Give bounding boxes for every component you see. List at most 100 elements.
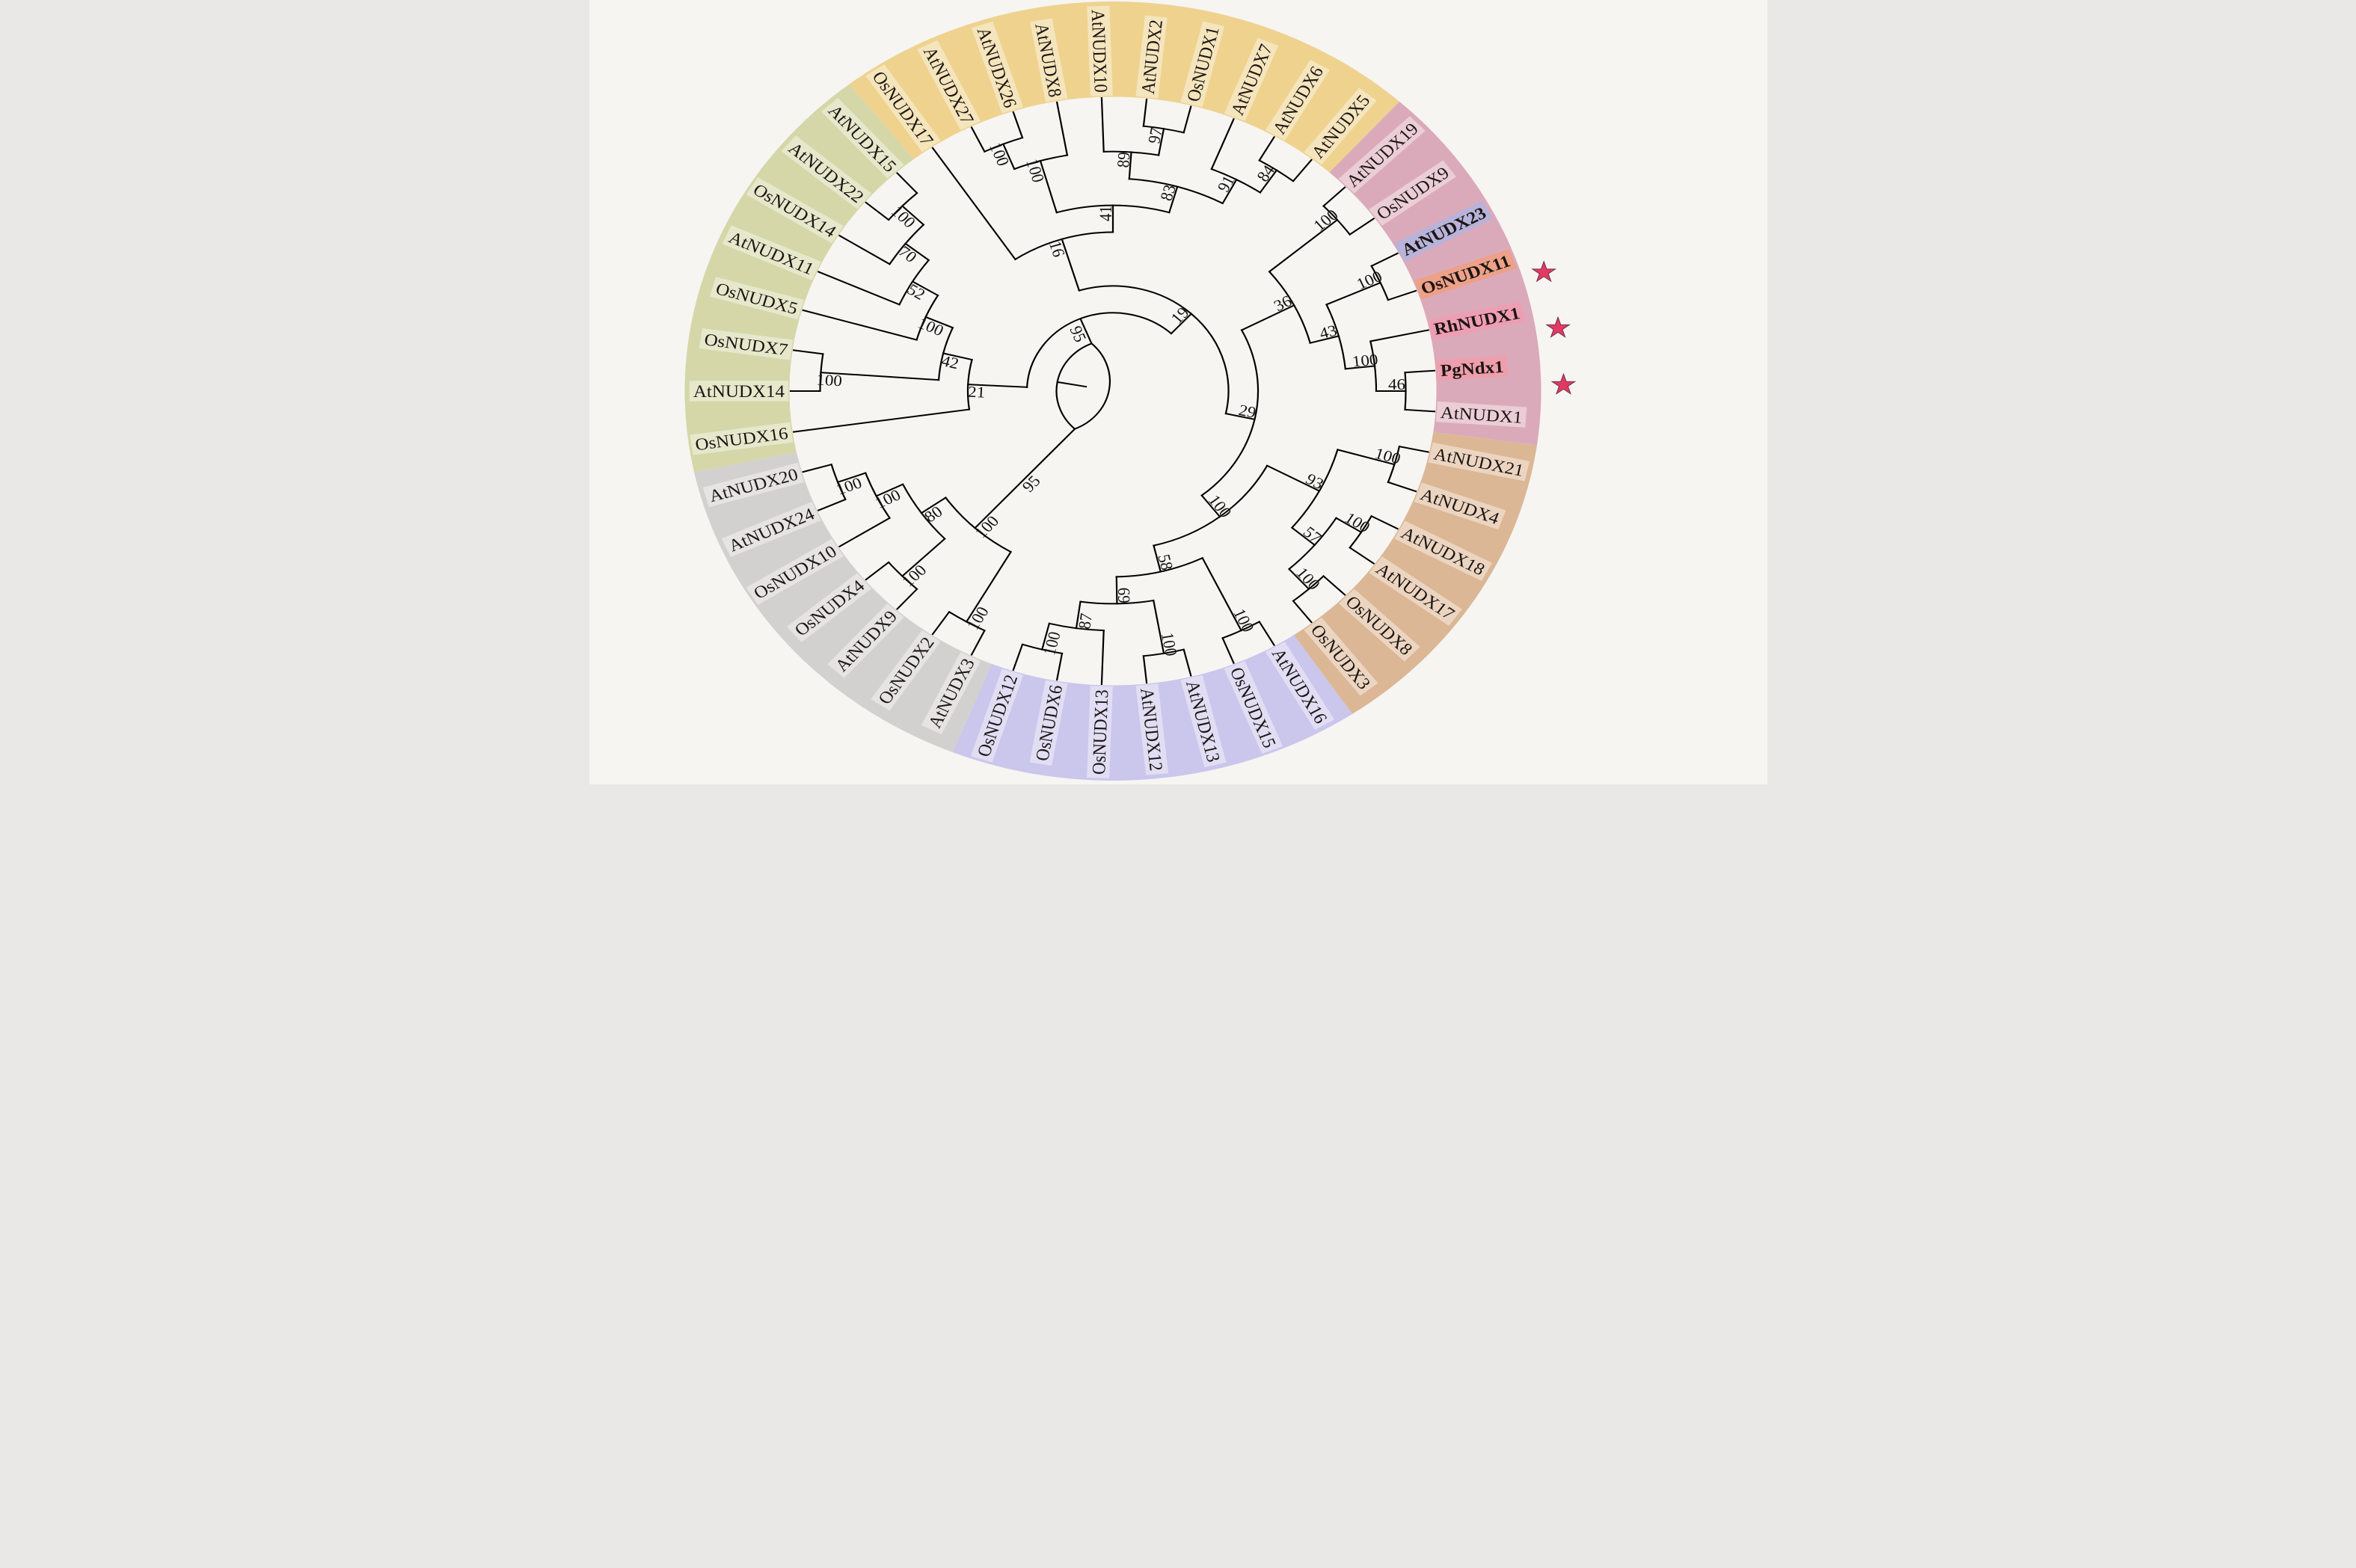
support-value: 89 — [1113, 151, 1134, 168]
star-marker-OsNUDX11: ★ — [1530, 256, 1557, 288]
phylogenetic-tree-figure: OsNUDX16AtNUDX14OsNUDX7OsNUDX5AtNUDX11Os… — [589, 0, 1767, 784]
leaf-label-chip — [1427, 301, 1525, 340]
leaf-label-group: AtNUDX10 — [1086, 5, 1113, 96]
branch-internal — [1221, 178, 1238, 205]
leaf-label-chip — [702, 462, 804, 508]
support-value: 87 — [1074, 612, 1096, 630]
branch-leaf-OsNUDX10 — [838, 517, 891, 548]
leaf-label-chip — [1414, 249, 1517, 300]
node-arc — [944, 496, 1012, 553]
node-arc — [1013, 154, 1068, 170]
leaf-label-chip — [820, 97, 904, 179]
leaf-label-chip — [1338, 588, 1420, 662]
branch-leaf-AtNUDX10 — [1100, 96, 1105, 153]
branch-internal — [973, 428, 1076, 529]
leaf-label-chip — [1179, 21, 1224, 108]
node-arc — [1290, 449, 1339, 529]
leaf-label-chip — [1265, 59, 1330, 141]
branch-leaf-AtNUDX2 — [1142, 98, 1147, 127]
node-arc — [898, 259, 930, 306]
leaf-label-chip — [826, 603, 904, 678]
leaf-label-chip — [1435, 355, 1508, 381]
branch-leaf-OsNUDX12 — [1011, 643, 1023, 671]
branch-leaf-OsNUDX8 — [1322, 575, 1346, 596]
support-value: 69 — [1114, 588, 1134, 603]
leaf-label-group: OsNUDX13 — [1086, 686, 1113, 778]
leaf-label-chip — [1224, 37, 1278, 121]
branch-internal — [1152, 544, 1162, 573]
branch-internal — [1258, 169, 1277, 194]
branch-internal — [1039, 159, 1058, 214]
support-value: 21 — [967, 383, 985, 402]
node-arc — [1055, 204, 1171, 214]
branch-internal — [1290, 526, 1316, 547]
leaf-label-PgNdx1: PgNdx1 — [1440, 358, 1504, 381]
support-group: 97 — [1144, 126, 1166, 145]
branch-internal — [904, 242, 930, 262]
leaf-label-chip — [1265, 642, 1334, 731]
branch-internal — [1152, 599, 1165, 655]
leaf-label-group: PgNdx1 — [1435, 355, 1508, 381]
support-value: 100 — [1351, 350, 1378, 370]
branch-leaf-OsNUDX16 — [792, 408, 970, 433]
branch-internal — [901, 538, 946, 577]
branch-internal — [1200, 494, 1221, 518]
leaf-label-chip — [781, 135, 871, 209]
branch-leaf-OsNUDX6 — [1055, 652, 1063, 681]
node-arc — [1369, 340, 1377, 393]
support-group: 89 — [1113, 151, 1134, 168]
leaf-label-chip — [1393, 200, 1493, 262]
support-group: 69 — [1114, 588, 1134, 603]
clade-band-gray — [693, 452, 992, 753]
node-arc — [966, 358, 973, 411]
branch-internal — [1287, 568, 1310, 591]
leaf-label-chip — [746, 177, 844, 244]
branch-leaf-AtNUDX13 — [1182, 648, 1192, 677]
branch-leaf-AtNUDX11 — [817, 271, 901, 306]
branch-leaf-OsNUDX13 — [1100, 630, 1105, 686]
leaf-label-chip — [1303, 617, 1378, 696]
branch-internal — [1001, 143, 1016, 170]
branch-internal — [1168, 185, 1179, 214]
branch-internal — [1336, 449, 1396, 466]
branch-internal — [1268, 218, 1338, 273]
branch-internal — [819, 372, 939, 381]
leaf-label-chip — [1338, 116, 1426, 194]
leaf-label-chip — [916, 40, 981, 131]
branch-internal — [1240, 304, 1295, 331]
node-arc — [1048, 622, 1105, 632]
leaf-label-chip — [970, 668, 1023, 763]
branch-internal — [1075, 600, 1082, 630]
branch-leaf-AtNUDX6 — [1257, 135, 1275, 162]
branch-leaf-OsNUDX9 — [1348, 218, 1375, 236]
node-arc — [1102, 150, 1159, 156]
branch-leaf-OsNUDX3 — [1292, 600, 1313, 624]
leaf-label-chip — [722, 225, 821, 280]
leaf-label-chip — [689, 422, 793, 455]
leaf-label-chip — [1303, 87, 1377, 165]
branch-internal — [911, 280, 939, 297]
node-arc — [1025, 312, 1173, 388]
support-value: 29 — [1236, 401, 1257, 422]
leaf-label-chip — [1086, 5, 1113, 96]
leaf-label-chip — [1086, 686, 1113, 778]
leaf-label-chip — [1414, 482, 1506, 530]
branch-leaf-AtNUDX20 — [801, 463, 832, 473]
leaf-label-chip — [709, 277, 804, 320]
branch-leaf-OsNUDX15 — [1221, 637, 1235, 664]
branch-leaf-AtNUDX15 — [895, 172, 918, 194]
branch-leaf-RhNUDX1 — [1369, 329, 1429, 342]
support-value: 97 — [1144, 126, 1166, 145]
node-arc — [1287, 517, 1337, 571]
branch-internal — [1334, 517, 1363, 534]
branch-internal — [1157, 127, 1165, 156]
node-arc — [1115, 556, 1203, 578]
leaf-label-chip — [746, 538, 844, 605]
leaf-label-chip — [721, 502, 821, 558]
leaf-label-chip — [1368, 556, 1462, 626]
node-arc — [1079, 599, 1155, 605]
branch-leaf-AtNUDX3 — [970, 629, 986, 656]
branch-internal — [1040, 622, 1050, 651]
leaf-label-chip — [786, 573, 871, 642]
branch-leaf-AtNUDX21 — [1398, 445, 1429, 453]
